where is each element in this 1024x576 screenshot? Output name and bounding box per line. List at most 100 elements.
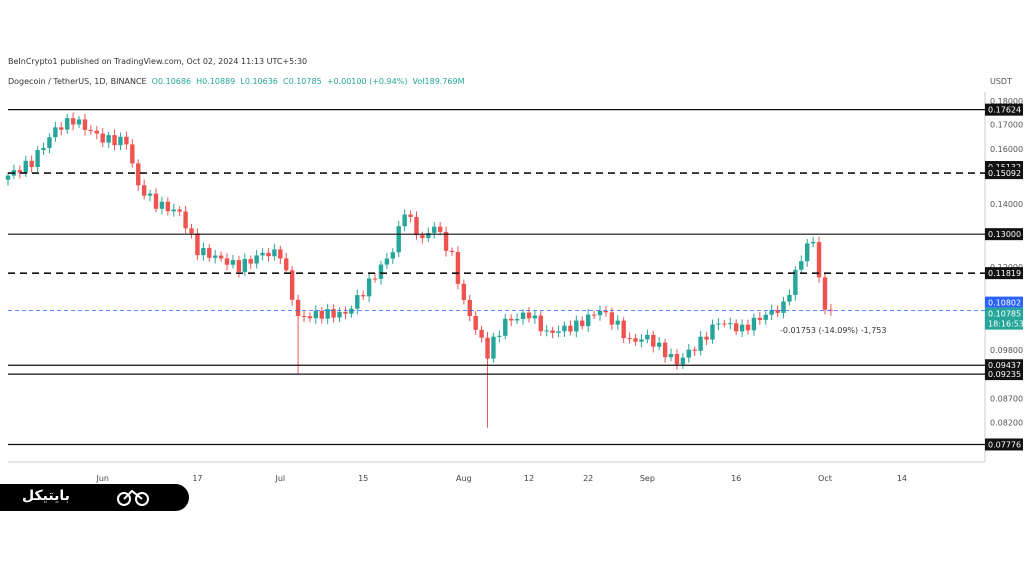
candle-body[interactable] [426, 232, 431, 239]
candle-body[interactable] [461, 283, 467, 300]
candle-body[interactable] [195, 233, 200, 256]
candle-body[interactable] [118, 136, 123, 146]
candle-body[interactable] [343, 311, 348, 314]
candle-body[interactable] [674, 353, 680, 365]
candle-body[interactable] [520, 312, 526, 320]
candle-body[interactable] [485, 337, 490, 359]
candle-body[interactable] [473, 315, 478, 330]
candle-body[interactable] [337, 311, 342, 318]
candle-body[interactable] [455, 251, 461, 284]
candle-body[interactable] [662, 342, 668, 358]
candle-body[interactable] [556, 331, 561, 333]
candle-body[interactable] [23, 160, 28, 173]
candle-body[interactable] [503, 318, 508, 336]
candle-body[interactable] [289, 270, 295, 300]
candle-body[interactable] [301, 315, 307, 317]
candle-body[interactable] [597, 310, 603, 316]
candle-body[interactable] [390, 252, 395, 259]
candle-body[interactable] [100, 133, 105, 143]
candle-body[interactable] [189, 228, 194, 234]
candle-body[interactable] [355, 295, 360, 309]
candle-body[interactable] [526, 312, 532, 319]
candle-body[interactable] [420, 235, 425, 239]
candle-body[interactable] [372, 278, 378, 280]
candle-body[interactable] [751, 317, 757, 331]
candle-body[interactable] [408, 214, 413, 217]
candle-body[interactable] [254, 255, 259, 264]
candle-body[interactable] [331, 309, 336, 318]
candle-body[interactable] [94, 130, 99, 134]
candle-body[interactable] [224, 258, 230, 265]
candle-body[interactable] [378, 264, 384, 279]
candle-body[interactable] [657, 342, 662, 347]
candle-body[interactable] [728, 323, 733, 325]
candle-body[interactable] [491, 336, 496, 359]
candle-body[interactable] [366, 278, 372, 297]
candle-body[interactable] [816, 241, 822, 278]
candle-body[interactable] [165, 201, 171, 212]
candle-body[interactable] [218, 255, 224, 259]
candle-body[interactable] [325, 309, 330, 319]
candle-body[interactable] [763, 314, 768, 320]
candle-body[interactable] [159, 201, 165, 209]
candle-body[interactable] [295, 299, 301, 316]
candle-body[interactable] [88, 129, 94, 131]
candle-body[interactable] [437, 226, 443, 232]
candle-body[interactable] [799, 261, 804, 270]
candle-body[interactable] [680, 357, 686, 365]
candle-body[interactable] [775, 309, 780, 313]
candle-body[interactable] [544, 330, 549, 332]
candle-body[interactable] [59, 127, 64, 130]
candle-body[interactable] [183, 211, 188, 229]
candle-body[interactable] [769, 309, 774, 315]
candle-body[interactable] [651, 334, 656, 347]
candle-body[interactable] [609, 312, 615, 325]
candle-body[interactable] [82, 119, 88, 130]
candle-body[interactable] [106, 135, 111, 143]
candle-body[interactable] [349, 308, 354, 314]
candle-body[interactable] [130, 144, 135, 164]
candle-body[interactable] [822, 277, 828, 310]
candle-body[interactable] [153, 193, 159, 209]
candle-body[interactable] [248, 259, 253, 264]
candle-body[interactable] [793, 269, 798, 295]
candle-body[interactable] [562, 325, 567, 332]
candle-body[interactable] [787, 294, 792, 302]
candle-body[interactable] [136, 163, 141, 186]
candle-body[interactable] [580, 320, 585, 327]
candle-body[interactable] [733, 323, 739, 332]
candle-body[interactable] [47, 137, 52, 149]
candle-body[interactable] [692, 349, 697, 351]
candle-body[interactable] [585, 314, 591, 327]
candle-body[interactable] [396, 226, 401, 253]
candle-body[interactable] [509, 318, 514, 321]
candle-body[interactable] [710, 324, 715, 340]
candle-body[interactable] [319, 310, 324, 319]
candle-body[interactable] [716, 323, 721, 325]
candle-body[interactable] [467, 299, 472, 316]
candle-body[interactable] [627, 338, 632, 340]
candle-body[interactable] [615, 320, 620, 325]
candle-body[interactable] [745, 324, 751, 331]
candle-body[interactable] [5, 175, 11, 180]
candle-body[interactable] [497, 335, 502, 337]
candle-body[interactable] [698, 336, 703, 351]
candle-body[interactable] [686, 349, 691, 358]
candle-body[interactable] [668, 353, 674, 358]
candle-body[interactable] [361, 295, 366, 297]
candle-body[interactable] [639, 339, 644, 342]
candle-body[interactable] [810, 241, 816, 244]
candle-body[interactable] [722, 323, 727, 325]
candle-body[interactable] [633, 338, 638, 342]
candle-body[interactable] [432, 226, 437, 233]
candle-body[interactable] [207, 247, 212, 258]
candle-body[interactable] [35, 150, 40, 168]
candle-body[interactable] [230, 260, 236, 265]
candle-body[interactable] [266, 252, 271, 257]
candle-body[interactable] [213, 255, 218, 258]
candle-body[interactable] [177, 209, 182, 212]
candle-body[interactable] [514, 319, 520, 321]
candle-body[interactable] [65, 118, 70, 130]
candle-body[interactable] [284, 258, 289, 271]
